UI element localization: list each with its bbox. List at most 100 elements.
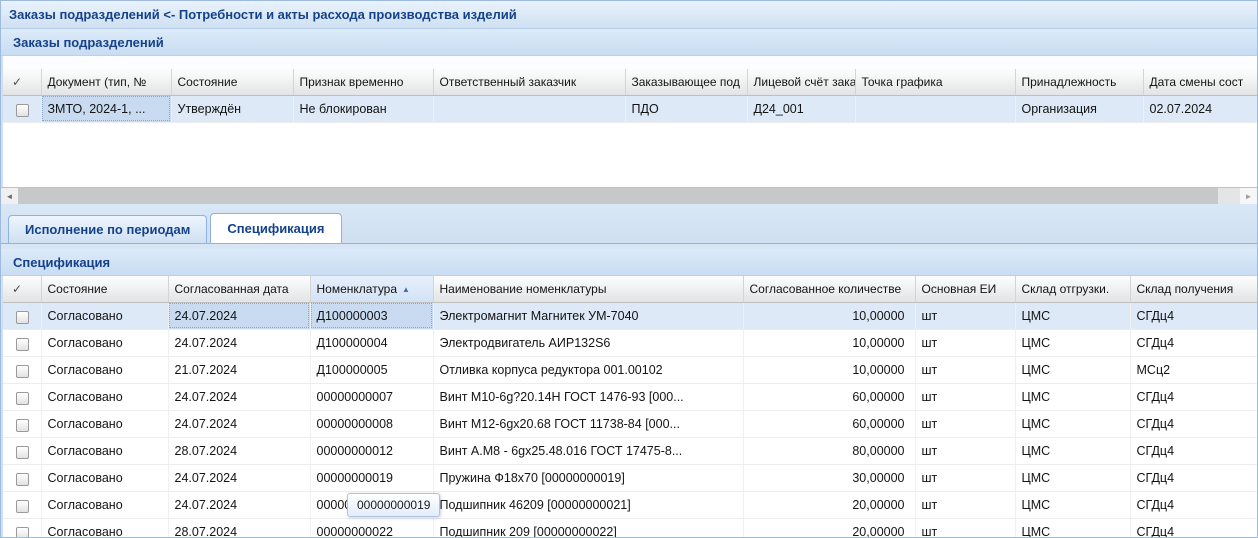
select-all-column-header[interactable]: ✓ [3,69,42,96]
column-header-base-unit[interactable]: Основная ЕИ [915,276,1016,303]
row-checkbox[interactable] [16,103,30,117]
cell-agreed-date: 24.07.2024 [168,302,311,330]
cell-receive-warehouse: СГДц4 [1130,437,1257,465]
tab-label: Исполнение по периодам [25,222,191,237]
spec-row[interactable]: Согласовано 24.07.2024 00000000007 Винт … [3,383,1257,411]
cell-nomenclature: Д100000004 [310,329,434,357]
column-header-ordering-dept[interactable]: Заказывающее под [625,69,748,96]
row-checkbox[interactable] [16,310,30,324]
cell-account: Д24_001 [747,95,856,123]
spec-row[interactable]: Согласовано 24.07.2024 Д100000004 Электр… [3,329,1257,357]
spec-row[interactable]: Согласовано 24.07.2024 00000000008 Винт … [3,410,1257,438]
row-checkbox[interactable] [16,391,30,405]
cell-nomenclature: 00000000008 [310,410,434,438]
check-icon: ✓ [12,281,23,296]
tab-label: Спецификация [227,221,325,236]
cell-state: Согласовано [41,518,169,537]
cell-state: Согласовано [41,410,169,438]
column-header-ship-warehouse[interactable]: Склад отгрузки. [1015,276,1131,303]
cell-schedule-point [855,95,1016,123]
column-header-nomenclature-name[interactable]: Наименование номенклатуры [433,276,744,303]
scroll-left-button[interactable]: ◄ [1,188,18,204]
cell-agreed-date: 28.07.2024 [168,437,311,465]
row-checkbox[interactable] [16,337,30,351]
cell-receive-warehouse: СГДц4 [1130,329,1257,357]
column-header-nomenclature[interactable]: Номенклатура ▲ [310,276,434,303]
column-header-state-change-date[interactable]: Дата смены сост [1143,69,1257,96]
cell-ship-warehouse: ЦМС [1015,329,1131,357]
orders-panel-title: Заказы подразделений [13,35,164,50]
cell-base-unit: шт [915,464,1016,492]
tab-execution-by-periods[interactable]: Исполнение по периодам [8,215,208,243]
row-checkbox[interactable] [16,418,30,432]
cell-receive-warehouse: СГДц4 [1130,383,1257,411]
cell-agreed-quantity: 20,00000 [743,518,916,537]
scroll-right-button[interactable]: ► [1240,188,1257,204]
cell-temp-flag: Не блокирован [293,95,434,123]
spec-row[interactable]: Согласовано 21.07.2024 Д100000005 Отливк… [3,356,1257,384]
select-all-column-header[interactable]: ✓ [3,276,42,303]
column-header-label: Номенклатура [316,281,398,296]
cell-agreed-quantity: 30,00000 [743,464,916,492]
spec-panel-title: Спецификация [13,255,111,270]
column-header-ownership[interactable]: Принадлежность [1015,69,1144,96]
grid-top-spacer [3,56,1257,69]
cell-nomenclature: 00000000012 [310,437,434,465]
spec-panel: Спецификация ✓ Состояние Согласованная д… [1,249,1257,537]
row-checkbox-cell [3,491,42,519]
cell-receive-warehouse: СГДц4 [1130,491,1257,519]
column-header-schedule-point[interactable]: Точка графика [855,69,1016,96]
cell-nomenclature: Д100000003 [310,302,434,330]
row-checkbox-cell [3,518,42,537]
cell-nomenclature-name: Подшипник 46209 [00000000021] [433,491,744,519]
cell-nomenclature: 00000000022 [310,518,434,537]
column-header-agreed-quantity[interactable]: Согласованное количестве [743,276,916,303]
horizontal-scrollbar[interactable]: ◄ ► [1,187,1257,204]
cell-ship-warehouse: ЦМС [1015,383,1131,411]
spec-row[interactable]: Согласовано 24.07.2024 00000000021 Подши… [3,491,1257,519]
cell-ship-warehouse: ЦМС [1015,302,1131,330]
cell-nomenclature-name: Винт М12-6gx20.68 ГОСТ 11738-84 [000... [433,410,744,438]
orders-row[interactable]: ЗМТО, 2024-1, ... Утверждён Не блокирова… [3,95,1257,123]
column-header-state[interactable]: Состояние [41,276,169,303]
column-header-agreed-date[interactable]: Согласованная дата [168,276,311,303]
column-header-document[interactable]: Документ (тип, № [41,69,172,96]
tab-body-gap [1,244,1257,249]
scrollbar-thumb[interactable] [18,188,1218,204]
cell-agreed-date: 24.07.2024 [168,464,311,492]
column-header-state[interactable]: Состояние [171,69,294,96]
orders-header-row: ✓ Документ (тип, № Состояние Признак вре… [3,69,1257,96]
cell-state: Согласовано [41,356,169,384]
cell-receive-warehouse: СГДц4 [1130,464,1257,492]
spec-row[interactable]: Согласовано 28.07.2024 00000000022 Подши… [3,518,1257,537]
spec-row[interactable]: Согласовано 24.07.2024 Д100000003 Электр… [3,302,1257,330]
column-header-temp-flag[interactable]: Признак временно [293,69,434,96]
cell-ordering-dept: ПДО [625,95,748,123]
row-checkbox[interactable] [16,364,30,378]
tooltip-text: 00000000019 [357,498,431,512]
cell-state: Согласовано [41,302,169,330]
row-checkbox[interactable] [16,499,30,513]
row-checkbox[interactable] [16,472,30,486]
cell-state: Согласовано [41,491,169,519]
column-header-receive-warehouse[interactable]: Склад получения [1130,276,1257,303]
column-header-responsible[interactable]: Ответственный заказчик [433,69,626,96]
scrollbar-track[interactable] [1218,188,1240,204]
row-checkbox[interactable] [16,445,30,459]
tab-specification[interactable]: Спецификация [210,213,342,243]
cell-nomenclature: 00000000019 [310,464,434,492]
row-checkbox-cell [3,356,42,384]
cell-base-unit: шт [915,329,1016,357]
spec-row[interactable]: Согласовано 24.07.2024 00000000019 Пружи… [3,464,1257,492]
cell-state-change-date: 02.07.2024 [1143,95,1257,123]
cell-ship-warehouse: ЦМС [1015,410,1131,438]
scroll-right-icon: ► [1244,191,1253,201]
row-checkbox[interactable] [16,526,30,537]
cell-agreed-quantity: 10,00000 [743,302,916,330]
spec-row[interactable]: Согласовано 28.07.2024 00000000012 Винт … [3,437,1257,465]
cell-agreed-quantity: 80,00000 [743,437,916,465]
column-header-account[interactable]: Лицевой счёт зака [747,69,856,96]
scroll-left-icon: ◄ [5,191,14,201]
cell-agreed-quantity: 10,00000 [743,329,916,357]
cell-state: Согласовано [41,383,169,411]
